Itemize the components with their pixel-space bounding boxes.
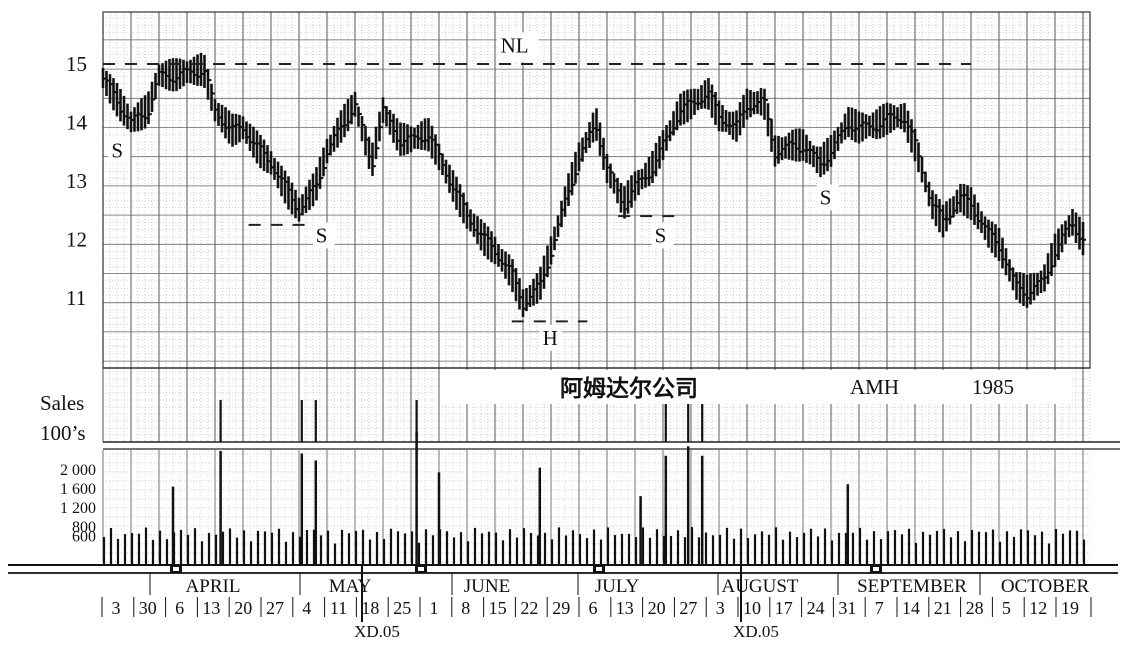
volume-tick-label: 800 (72, 519, 96, 536)
price-bars (101, 52, 1086, 318)
week-label: 17 (775, 598, 793, 618)
week-label: 28 (966, 598, 984, 618)
annotation-bg (108, 137, 131, 164)
month-label: MAY (329, 576, 372, 597)
week-label: 13 (616, 598, 634, 618)
chart-annotation: S (820, 185, 832, 209)
chart-annotation: NL (501, 33, 529, 57)
text-layer: 阿姆达尔公司 AMH 1985 Sales 100’s 15141312112 … (40, 32, 1089, 641)
week-label: 24 (807, 598, 825, 618)
week-label: 10 (743, 598, 761, 618)
annotation-bg (539, 324, 562, 351)
chart-annotation: S (316, 223, 328, 247)
week-label: 30 (139, 598, 157, 618)
week-label: 11 (330, 598, 347, 618)
annotation-bg (816, 184, 839, 211)
month-label: SEPTEMBER (857, 576, 967, 597)
week-label: 31 (838, 598, 856, 618)
month-label: OCTOBER (1001, 576, 1090, 597)
chart-title: 阿姆达尔公司 (560, 375, 698, 401)
week-label: 3 (716, 598, 725, 618)
week-label: 6 (589, 598, 598, 618)
month-label: JUNE (464, 576, 510, 597)
price-tick-label: 13 (66, 169, 87, 193)
price-tick-label: 11 (66, 286, 86, 310)
chart-annotation: H (543, 326, 558, 350)
price-panel-frame (102, 11, 1091, 369)
month-label: AUGUST (721, 576, 798, 597)
annotation-bg (651, 222, 674, 249)
title-box (442, 370, 1070, 404)
week-label: 8 (461, 598, 470, 618)
price-tick-label: 14 (66, 111, 88, 135)
week-label: 29 (552, 598, 570, 618)
week-label: 6 (175, 598, 184, 618)
week-label: 4 (302, 598, 311, 618)
week-label: 14 (902, 598, 920, 618)
chart-annotation: S (111, 139, 123, 163)
month-label: APRIL (186, 576, 241, 597)
holiday-marker-inner (873, 567, 879, 571)
annotation-bg (312, 222, 335, 249)
volume-tick-label: 600 (72, 529, 96, 546)
week-label: 25 (393, 598, 411, 618)
reference-levels (103, 63, 971, 323)
week-label: 19 (1061, 598, 1079, 618)
volume-tick-label: 2 000 (60, 462, 96, 479)
dividend-marker-label: XD.05 (354, 622, 400, 641)
week-label: 21 (934, 598, 952, 618)
dividend-marker-label: XD.05 (733, 622, 779, 641)
week-label: 27 (679, 598, 697, 618)
week-label: 15 (489, 598, 507, 618)
chart-annotation: S (655, 223, 667, 247)
week-label: 5 (1002, 598, 1011, 618)
holiday-marker-inner (173, 567, 179, 571)
week-label: 22 (520, 598, 538, 618)
week-label: 3 (112, 598, 121, 618)
frame-layer (8, 11, 1120, 622)
holiday-marker-inner (418, 567, 424, 571)
volume-axis-label-units: 100’s (40, 421, 86, 445)
week-label: 7 (875, 598, 884, 618)
week-label: 20 (234, 598, 252, 618)
volume-bars (102, 400, 1086, 565)
week-label: 20 (648, 598, 666, 618)
volume-tick-label: 1 200 (60, 500, 96, 517)
holiday-marker-inner (596, 567, 602, 571)
week-label: 13 (202, 598, 220, 618)
week-label: 18 (361, 598, 379, 618)
price-tick-label: 12 (66, 228, 87, 252)
volume-tick-label: 1 600 (60, 481, 96, 498)
month-label: JULY (595, 576, 640, 597)
chart-symbol: AMH (850, 375, 899, 399)
grid-layer (102, 12, 1091, 563)
week-label: 12 (1029, 598, 1047, 618)
annotation-bg (496, 32, 539, 63)
week-label: 1 (430, 598, 439, 618)
chart-year: 1985 (972, 375, 1014, 399)
price-tick-label: 15 (66, 52, 87, 76)
volume-axis-label-sales: Sales (40, 391, 84, 415)
week-label: 27 (266, 598, 284, 618)
